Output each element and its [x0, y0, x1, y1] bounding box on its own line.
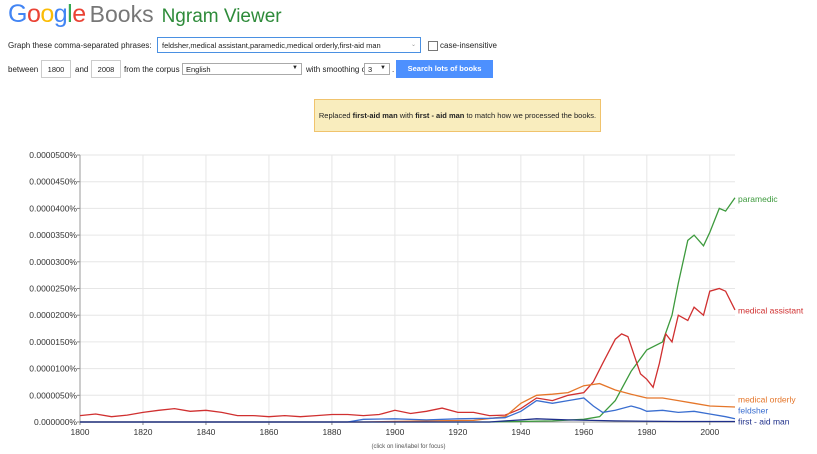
notice-prefix: Replaced: [318, 111, 353, 120]
ngram-chart: 0.000000% 0.0000050% 0.0000100% 0.0000150% 0…: [29, 150, 804, 437]
between-label: between: [8, 65, 39, 74]
search-button[interactable]: Search lots of books: [396, 60, 493, 78]
series-label[interactable]: paramedic: [738, 194, 778, 204]
smoothing-value: 3: [368, 65, 373, 74]
start-year-input[interactable]: 1800: [41, 60, 71, 78]
x-tick-label: 1820: [134, 427, 153, 437]
corpus-value: English: [186, 65, 211, 74]
series-line-medical-assistant[interactable]: [79, 287, 736, 418]
phrases-label: Graph these comma-separated phrases:: [8, 41, 152, 50]
page-title: Ngram Viewer: [161, 6, 282, 27]
y-tick-label: 0.0000450%: [29, 177, 77, 187]
series-label[interactable]: medical assistant: [738, 305, 804, 315]
dropdown-arrow-icon: ▼: [292, 65, 298, 71]
logo-letter: o: [26, 0, 41, 28]
case-insensitive-checkbox[interactable]: [428, 41, 438, 51]
corpus-select[interactable]: English ▼: [182, 63, 302, 75]
y-tick-label: 0.0000500%: [29, 150, 77, 160]
smoothing-label: with smoothing of: [306, 65, 369, 74]
y-tick-label: 0.0000400%: [29, 203, 77, 213]
series-line-medical-orderly[interactable]: [80, 382, 736, 423]
x-tick-label: 1900: [385, 427, 404, 437]
smoothing-select[interactable]: 3 ▼: [364, 63, 390, 75]
x-tick-label: 1880: [322, 427, 341, 437]
y-tick-label: 0.0000050%: [29, 390, 77, 400]
y-tick-label: 0.0000350%: [29, 230, 77, 240]
phrases-input-value: feldsher,medical assistant,paramedic,med…: [162, 41, 381, 50]
google-books-logo[interactable]: Google Books Ngram Viewer: [8, 0, 282, 30]
y-tick-label: 0.0000250%: [29, 284, 77, 294]
replacement-notice: Replaced first-aid man with first - aid …: [314, 99, 601, 132]
x-tick-label: 1980: [637, 427, 656, 437]
corpus-label: from the corpus: [124, 65, 180, 74]
x-tick-label: 1860: [259, 427, 278, 437]
series-line-feldsher[interactable]: [80, 397, 736, 423]
x-tick-label: 1920: [448, 427, 467, 437]
series-label[interactable]: medical orderly: [738, 395, 796, 405]
logo-letter: g: [53, 0, 68, 28]
x-tick-label: 1960: [574, 427, 593, 437]
phrases-input[interactable]: feldsher,medical assistant,paramedic,med…: [157, 37, 421, 53]
y-tick-label: 0.0000100%: [29, 364, 77, 374]
x-tick-label: 2000: [700, 427, 719, 437]
x-tick-label: 1800: [71, 427, 90, 437]
y-tick-label: 0.0000200%: [29, 310, 77, 320]
logo-letter: l: [67, 0, 73, 28]
notice-middle: with: [397, 111, 416, 120]
and-label: and: [75, 65, 89, 74]
chart-footnote: (click on line/label for focus): [371, 444, 446, 450]
books-wordmark: Books: [89, 1, 154, 27]
logo-letter: e: [72, 0, 86, 28]
y-tick-label: 0.0000300%: [29, 257, 77, 267]
chevron-down-icon: ⌄: [410, 42, 416, 48]
y-tick-label: 0.0000150%: [29, 337, 77, 347]
x-tick-label: 1940: [511, 427, 530, 437]
x-tick-label: 1840: [197, 427, 216, 437]
notice-original-phrase: first-aid man: [352, 111, 398, 120]
end-year-input[interactable]: 2008: [91, 60, 121, 78]
series-line-paramedic[interactable]: [80, 197, 736, 423]
period-text: .: [392, 65, 395, 74]
logo-letter: o: [40, 0, 54, 28]
notice-replacement-phrase: first - aid man: [415, 111, 465, 120]
case-insensitive-label: case-insensitive: [440, 41, 497, 50]
dropdown-arrow-icon: ▼: [380, 65, 386, 71]
notice-suffix: to match how we processed the books.: [464, 111, 597, 120]
y-tick-label: 0.000000%: [34, 417, 77, 427]
logo-letter: G: [8, 0, 27, 28]
series-line-first-aid-man[interactable]: [80, 418, 735, 423]
series-label[interactable]: first - aid man: [738, 416, 790, 426]
series-label[interactable]: feldsher: [738, 405, 768, 415]
google-wordmark: Google: [8, 0, 86, 28]
